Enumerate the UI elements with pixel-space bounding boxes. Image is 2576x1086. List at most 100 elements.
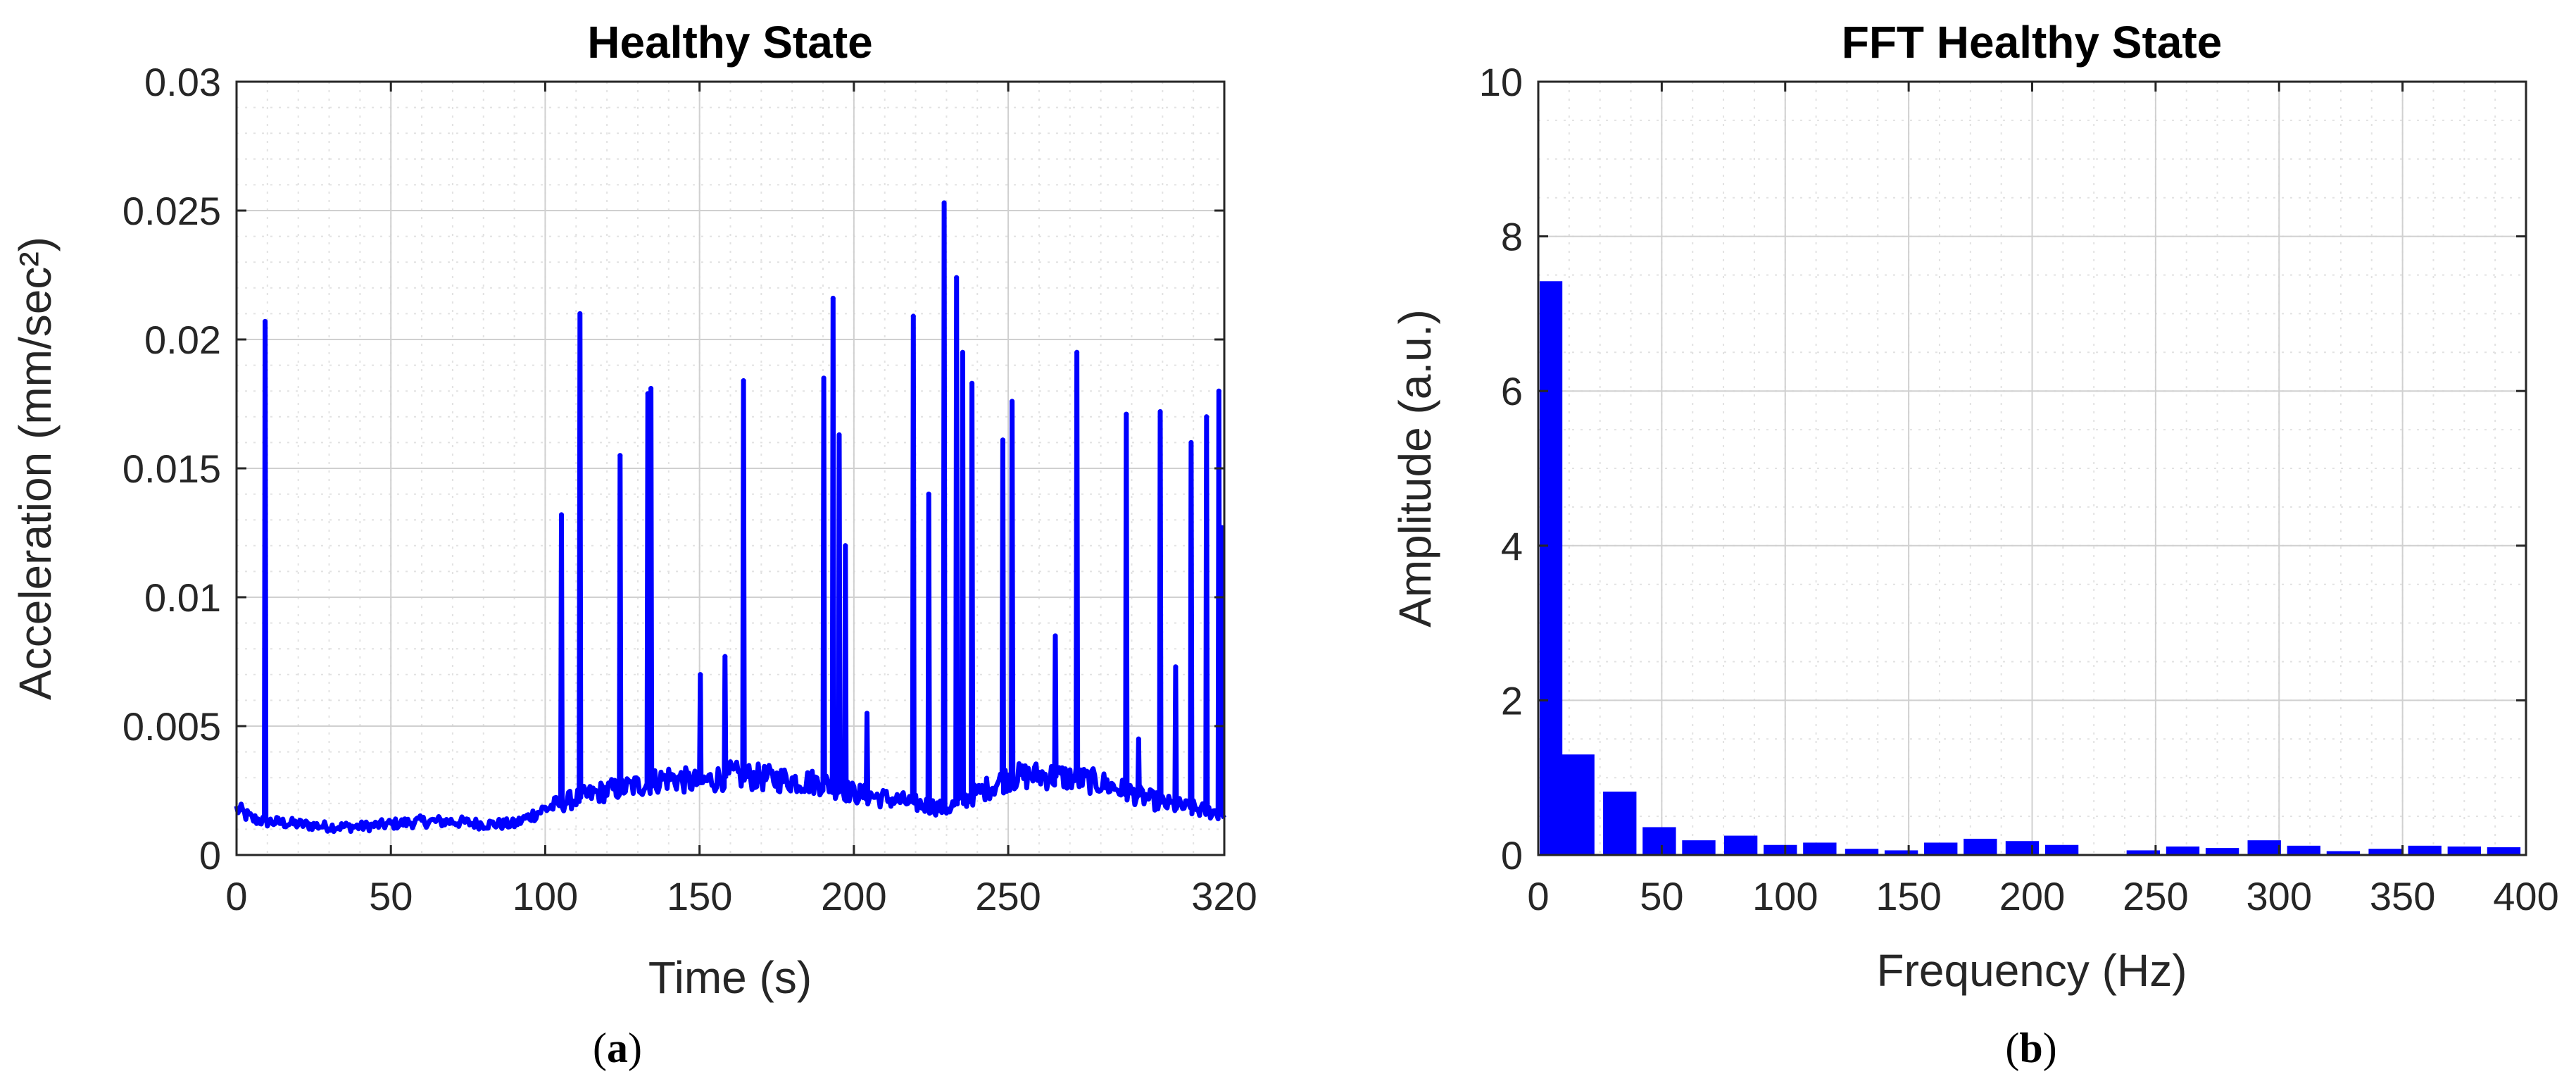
bar (1803, 842, 1837, 855)
bar (2126, 850, 2161, 855)
bar (2247, 840, 2281, 855)
y-tick-label: 0 (1501, 833, 1523, 878)
x-axis-label: Frequency (Hz) (1877, 945, 2187, 996)
y-tick-label: 0.02 (144, 318, 221, 362)
bar (2005, 841, 2040, 855)
spike-peak-point (954, 275, 960, 280)
spike-peak-point (1219, 525, 1225, 530)
bar (1682, 840, 1716, 855)
spike-peak-point (969, 380, 975, 386)
tick-marks (235, 80, 1226, 856)
bar (2368, 849, 2402, 855)
x-tick-label: 320 (1191, 874, 1257, 918)
x-tick-label: 250 (2123, 874, 2188, 918)
series-line (234, 200, 1226, 835)
bar (1642, 827, 1676, 855)
bar (1884, 850, 1918, 855)
bar (2166, 846, 2200, 855)
spike-peak-point (558, 512, 564, 518)
spike-peak-point (926, 492, 931, 497)
x-tick-label: 50 (369, 874, 413, 918)
chart-fft: 0 50 100 150 200 250 300 350 400 0 2 4 6 8 10 FFT Hea… (1390, 17, 2559, 1071)
bar (2487, 847, 2521, 855)
bar (1845, 849, 1879, 855)
caption-letter: b (2019, 1025, 2042, 1071)
y-tick-labels: 0 0.005 0.01 0.015 0.02 0.025 0.03 (122, 60, 221, 878)
data-layer (234, 200, 1226, 835)
spike-peak-point (648, 386, 654, 392)
spike-peak-point (1216, 388, 1221, 394)
spike-peak-point (1136, 736, 1141, 742)
spike-peak-point (577, 311, 583, 316)
spike-peak-point (1000, 437, 1005, 443)
x-tick-labels: 0 50 100 150 200 250 320 (225, 874, 1257, 918)
y-tick-label: 2 (1501, 678, 1523, 723)
y-tick-label: 0.015 (122, 447, 221, 491)
spike-peak-point (910, 313, 916, 319)
spike-peak-point (1173, 664, 1179, 670)
y-axis-label: Acceleration (mm/sec²) (10, 237, 61, 700)
tick-marks (1537, 80, 2527, 856)
spike-peak-point (830, 295, 836, 301)
caption-b: (b) (2005, 1025, 2056, 1071)
bar (1723, 835, 1758, 855)
spike-peak-point (843, 543, 848, 549)
data-layer (1540, 281, 2521, 855)
spike-peak-point (1053, 633, 1058, 639)
y-tick-label: 10 (1479, 60, 1523, 104)
x-tick-label: 250 (975, 874, 1041, 918)
spike-peak-point (1157, 408, 1163, 414)
bar (2205, 848, 2239, 855)
spike-peak-point (645, 391, 651, 397)
spike-peak-point (1204, 414, 1210, 420)
bar (1540, 281, 1563, 855)
spike-peak-point (1074, 349, 1080, 355)
bar (1964, 838, 1997, 855)
x-tick-label: 150 (667, 874, 732, 918)
y-tick-labels: 0 2 4 6 8 10 (1479, 60, 1523, 878)
spike-peak-point (722, 654, 728, 659)
spike-peak-point (836, 432, 842, 437)
bar (2326, 851, 2361, 855)
bar (1924, 842, 1958, 855)
caption-letter: a (607, 1025, 628, 1071)
spike-peak-point (1188, 439, 1194, 445)
x-tick-label: 300 (2247, 874, 2312, 918)
bar (2447, 846, 2481, 855)
bar (1603, 791, 1637, 855)
x-tick-label: 50 (1640, 874, 1683, 918)
spike-peak-point (617, 453, 623, 458)
x-tick-label: 100 (1752, 874, 1818, 918)
chart-title: Healthy State (587, 17, 872, 68)
x-tick-label: 400 (2493, 874, 2558, 918)
x-tick-label: 0 (1527, 874, 1549, 918)
spike-peak-point (941, 200, 947, 206)
bar (2287, 845, 2321, 855)
x-tick-label: 200 (821, 874, 886, 918)
spike-peak-point (1124, 411, 1129, 417)
spike-peak-point (865, 711, 870, 716)
x-tick-label: 150 (1876, 874, 1941, 918)
x-axis-label: Time (s) (648, 952, 812, 1003)
chart-time-domain: 0 50 100 150 200 250 320 0 0.005 0.01 0.015 0.02 0.… (10, 17, 1257, 1071)
caption-a: (a) (593, 1025, 642, 1071)
y-tick-label: 0.03 (144, 60, 221, 104)
spike-peak-point (741, 378, 746, 384)
chart-title: FFT Healthy State (1842, 17, 2223, 68)
bar (2408, 845, 2442, 855)
y-tick-label: 4 (1501, 524, 1523, 568)
y-tick-label: 0.01 (144, 575, 221, 620)
y-tick-label: 8 (1501, 215, 1523, 259)
y-tick-label: 0.025 (122, 189, 221, 233)
bar (2044, 844, 2079, 855)
spike-peak-point (698, 672, 703, 678)
x-tick-label: 350 (2370, 874, 2435, 918)
spike-peak-point (1010, 399, 1015, 404)
spike-peak-point (821, 375, 827, 381)
y-tick-label: 0.005 (122, 704, 221, 749)
y-axis-label: Amplitude (a.u.) (1390, 309, 1440, 628)
y-tick-label: 6 (1501, 369, 1523, 413)
x-tick-label: 200 (1999, 874, 2065, 918)
bar (1764, 844, 1797, 855)
